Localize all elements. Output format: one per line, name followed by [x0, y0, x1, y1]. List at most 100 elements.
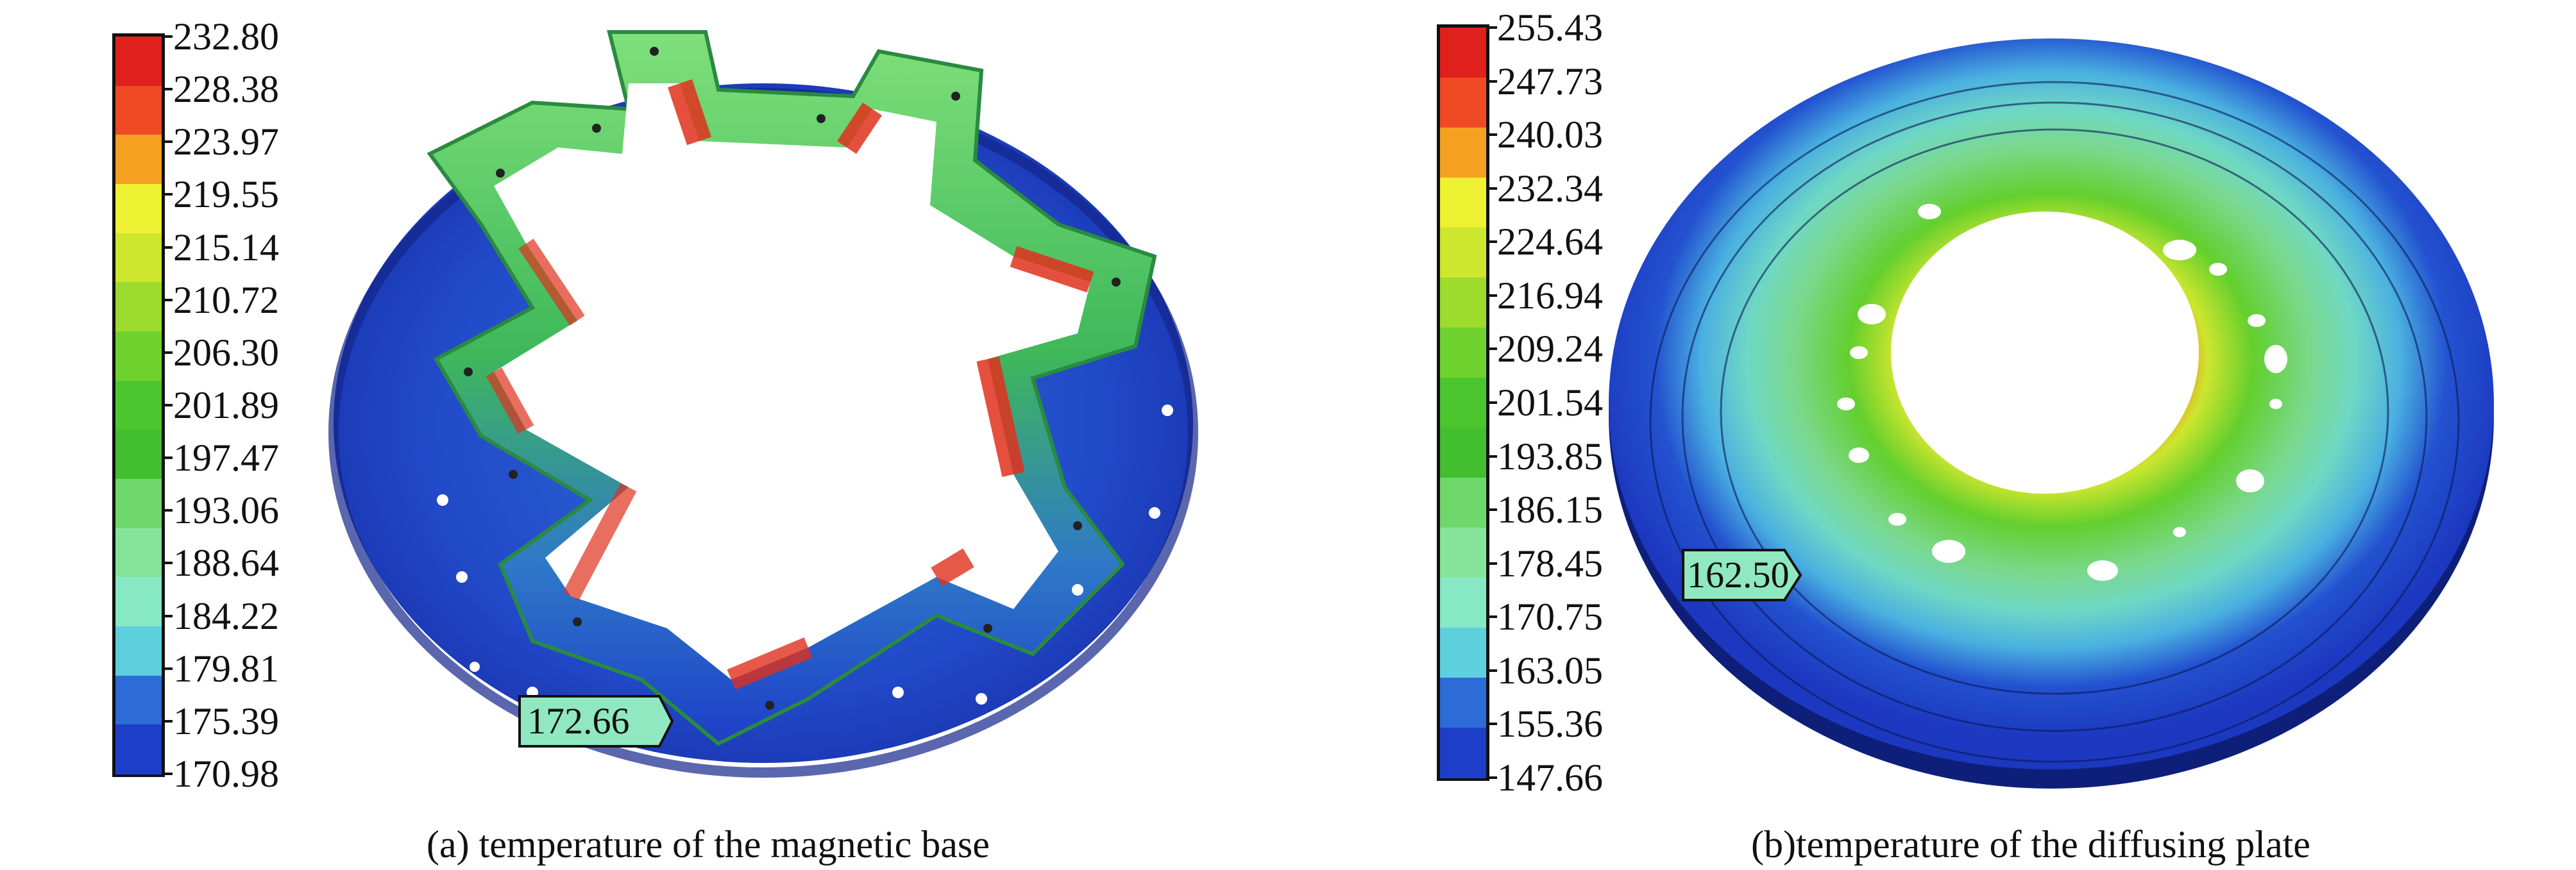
colorbar-tick-label: 184.22	[173, 594, 279, 637]
colorbar-tick	[1488, 26, 1497, 29]
colorbar-tick-label: 224.64	[1497, 221, 1603, 264]
colorbar-segment	[115, 85, 162, 136]
colorbar-tick-label: 232.34	[1497, 167, 1603, 210]
panel-magnetic-base: 232.80 228.38 223.97 219.55 215.14 210.72 206.…	[112, 15, 1198, 866]
colorbar-tick-label: 223.97	[173, 121, 279, 163]
colorbar-segment	[1440, 228, 1486, 278]
colorbar-tick	[164, 667, 173, 670]
colorbar-tick-label: 163.05	[1497, 649, 1603, 692]
colorbar-tick	[1488, 776, 1497, 779]
plate-center-hole	[1891, 212, 2199, 494]
colorbar-tick-label: 186.15	[1497, 489, 1603, 531]
colorbar-tick-label: 178.45	[1497, 542, 1603, 585]
colorbar-tick	[1488, 669, 1497, 672]
colorbar-segment	[1440, 328, 1486, 378]
colorbar-tick	[164, 456, 173, 460]
colorbar-tick	[1488, 723, 1497, 726]
colorbar-segment	[1440, 428, 1486, 478]
colorbar-segment	[115, 37, 162, 87]
colorbar-segment	[115, 675, 162, 726]
colorbar-tick-label: 232.80	[173, 15, 279, 58]
colorbar-segment	[115, 528, 162, 578]
colorbar-tick-label: 175.39	[173, 699, 279, 742]
colorbar-segment	[1440, 128, 1486, 178]
colorbar-segment	[1440, 278, 1486, 328]
colorbar-tick-label: 193.06	[173, 489, 279, 532]
diffusing-plate-render	[1609, 38, 2494, 789]
colorbar-segment	[115, 724, 162, 774]
colorbar-tick	[164, 614, 173, 617]
colorbar-tick-label: 209.24	[1497, 328, 1603, 371]
colorbar-tick-label: 228.38	[173, 68, 279, 111]
colorbar-segment	[115, 184, 162, 234]
colorbar-tick-label: 206.30	[173, 331, 279, 374]
colorbar-tick-label: 179.81	[173, 647, 279, 690]
colorbar-tick-label: 170.75	[1497, 596, 1603, 639]
colorbar-segment	[115, 626, 162, 676]
colorbar-tick	[164, 719, 173, 723]
colorbar-segment	[1440, 28, 1486, 78]
colorbar-segment	[1440, 578, 1486, 628]
panel-diffusing-plate: 255.43 247.73 240.03 232.34 224.64 216.94 209.…	[1288, 0, 2576, 870]
colorbar-segment	[1440, 528, 1486, 578]
colorbar-tick	[164, 35, 173, 38]
colorbar-segment	[1440, 78, 1486, 128]
colorbar-tick	[1488, 294, 1497, 297]
colorbar-magnetic-base	[112, 33, 165, 777]
colorbar-tick	[164, 246, 173, 249]
colorbar-segment	[115, 430, 162, 480]
colorbar-tick	[1488, 187, 1497, 190]
colorbar-segment	[115, 479, 162, 529]
colorbar-segment	[1440, 678, 1486, 728]
colorbar-tick	[164, 562, 173, 565]
colorbar-tick-label: 197.47	[173, 437, 279, 480]
colorbar-segment	[1440, 478, 1486, 528]
colorbar-tick	[1488, 79, 1497, 83]
colorbar-tick-label: 247.73	[1497, 60, 1603, 103]
colorbar-tick	[164, 773, 173, 775]
colorbar-segment	[115, 577, 162, 627]
colorbar-tick	[1488, 562, 1497, 565]
colorbar-tick-label: 155.36	[1497, 703, 1603, 746]
colorbar-tick	[1488, 508, 1497, 512]
colorbar-diffusing-plate	[1437, 24, 1489, 781]
colorbar-tick-label: 219.55	[173, 173, 279, 216]
colorbar-tick-label: 201.54	[1497, 381, 1603, 424]
colorbar-segment	[115, 331, 162, 381]
probe-value-diffusing-plate: 162.50	[1687, 554, 1790, 596]
colorbar-tick	[1488, 401, 1497, 404]
caption-diffusing-plate: (b)temperature of the diffusing plate	[1751, 823, 2310, 866]
colorbar-tick	[164, 351, 173, 354]
colorbar-tick	[164, 298, 173, 301]
probe-value-magnetic-base: 172.66	[527, 700, 630, 742]
colorbar-tick-label: 240.03	[1497, 113, 1603, 156]
colorbar-tick	[164, 140, 173, 144]
colorbar-segment	[115, 282, 162, 332]
colorbar-tick	[164, 88, 173, 91]
colorbar-tick-label: 255.43	[1497, 6, 1603, 49]
colorbar-segment	[1440, 628, 1486, 678]
colorbar-tick-label: 210.72	[173, 278, 279, 321]
colorbar-segment	[1440, 728, 1486, 778]
colorbar-tick	[1488, 615, 1497, 619]
colorbar-tick	[1488, 240, 1497, 244]
colorbar-tick-label: 188.64	[173, 542, 279, 585]
caption-magnetic-base: (a) temperature of the magnetic base	[427, 823, 990, 866]
colorbar-segment	[115, 233, 162, 283]
colorbar-tick	[164, 404, 173, 406]
magnetic-base-render	[328, 30, 1198, 778]
colorbar-tick	[1488, 347, 1497, 351]
colorbar-tick-label: 216.94	[1497, 274, 1603, 317]
colorbar-segment	[1440, 378, 1486, 428]
colorbar-tick-label: 170.98	[173, 753, 279, 795]
colorbar-tick-label: 147.66	[1497, 757, 1603, 799]
colorbar-tick-label: 193.85	[1497, 435, 1603, 478]
colorbar-tick	[164, 509, 173, 512]
colorbar-tick-label: 201.89	[173, 384, 279, 426]
colorbar-tick	[164, 193, 173, 196]
colorbar-tick	[1488, 133, 1497, 137]
colorbar-segment	[1440, 178, 1486, 228]
colorbar-tick-label: 215.14	[173, 226, 279, 269]
colorbar-segment	[115, 380, 162, 431]
colorbar-tick	[1488, 455, 1497, 458]
